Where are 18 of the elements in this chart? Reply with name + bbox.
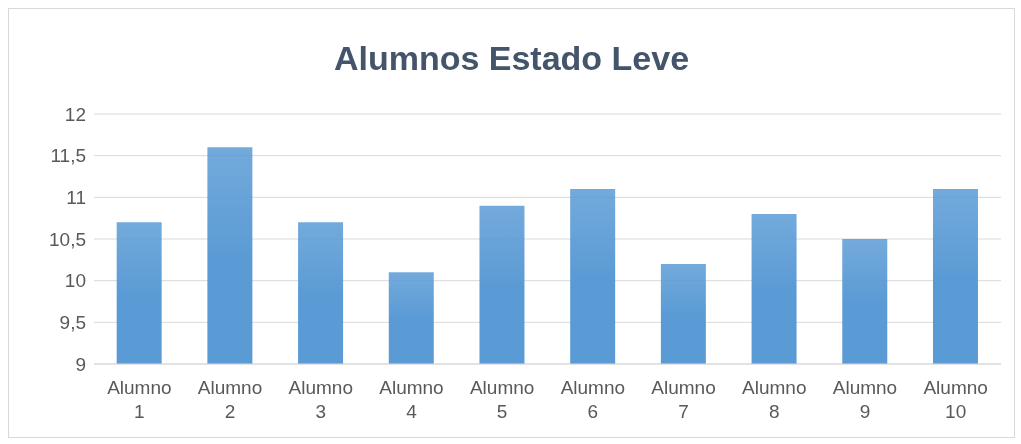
y-tick-label: 11,5 bbox=[50, 145, 86, 167]
x-tick-label: Alumno 1 bbox=[107, 377, 172, 422]
x-tick-label: Alumno 4 bbox=[379, 377, 444, 422]
y-tick-label: 11 bbox=[66, 187, 86, 209]
x-tick-label: Alumno 10 bbox=[923, 377, 988, 422]
x-tick-label: Alumno 5 bbox=[469, 377, 535, 422]
x-tick-label: Alumno 7 bbox=[651, 377, 716, 422]
y-tick-label: 10,5 bbox=[49, 228, 86, 250]
y-tick-label: 9 bbox=[75, 353, 86, 375]
x-tick-label: Alumno 3 bbox=[288, 377, 353, 422]
y-tick-label: 12 bbox=[64, 103, 86, 125]
x-tick-label: Alumno 8 bbox=[742, 377, 807, 422]
y-tick-label: 9,5 bbox=[59, 312, 86, 334]
x-tick-label: Alumno 2 bbox=[197, 377, 263, 422]
x-tick-label: Alumno 9 bbox=[832, 377, 898, 422]
chart-title: Alumnos Estado Leve bbox=[332, 39, 691, 78]
x-tick-label: Alumno 6 bbox=[560, 377, 626, 422]
y-tick-label: 10 bbox=[64, 270, 86, 292]
